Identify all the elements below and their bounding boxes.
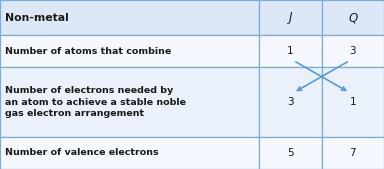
Text: 7: 7 — [349, 148, 356, 158]
Bar — [0, 0, 259, 35]
Bar — [322, 67, 384, 137]
Text: 3: 3 — [287, 97, 294, 107]
Text: Number of valence electrons: Number of valence electrons — [5, 148, 158, 157]
Text: Number of electrons needed by
an atom to achieve a stable noble
gas electron arr: Number of electrons needed by an atom to… — [5, 86, 185, 118]
Bar — [0, 35, 259, 67]
Bar — [259, 35, 322, 67]
Text: 1: 1 — [349, 97, 356, 107]
Text: J: J — [289, 11, 292, 24]
Text: Q: Q — [348, 11, 358, 24]
Bar — [322, 137, 384, 169]
Bar — [259, 67, 322, 137]
Text: 5: 5 — [287, 148, 294, 158]
Text: Non-metal: Non-metal — [5, 13, 68, 22]
Bar — [0, 67, 259, 137]
Text: Number of atoms that combine: Number of atoms that combine — [5, 47, 171, 56]
Bar — [322, 35, 384, 67]
Bar — [259, 0, 322, 35]
Bar — [259, 137, 322, 169]
Bar — [0, 137, 259, 169]
Text: 3: 3 — [349, 46, 356, 56]
Text: 1: 1 — [287, 46, 294, 56]
Bar — [322, 0, 384, 35]
